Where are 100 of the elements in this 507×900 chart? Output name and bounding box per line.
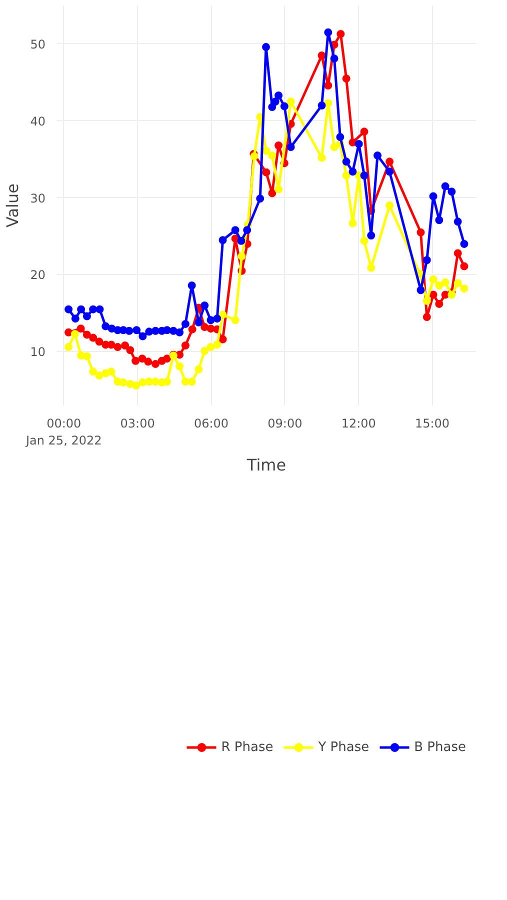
point (354, 140, 363, 148)
point (176, 328, 184, 336)
point (422, 296, 431, 305)
point (448, 290, 456, 299)
point (163, 354, 172, 363)
point (181, 378, 190, 386)
point (213, 314, 222, 323)
point (95, 372, 104, 380)
point (238, 252, 246, 260)
point (181, 320, 190, 328)
point (454, 249, 462, 258)
point (348, 219, 357, 228)
point (280, 102, 288, 110)
point (429, 290, 438, 299)
point (262, 146, 270, 155)
point (89, 305, 98, 314)
point (119, 378, 128, 386)
point (336, 133, 344, 142)
point (435, 282, 444, 290)
point (121, 342, 130, 350)
point (348, 168, 357, 176)
point (386, 202, 394, 210)
point (231, 316, 240, 324)
point (330, 54, 338, 63)
x-tick-label: 06:00 (194, 416, 229, 430)
point (274, 142, 283, 150)
point (188, 325, 196, 334)
point (188, 378, 196, 386)
point (441, 278, 450, 286)
point (145, 328, 154, 336)
point (181, 342, 190, 350)
point (200, 346, 209, 355)
point (360, 128, 368, 136)
point (70, 330, 79, 338)
point (64, 305, 73, 314)
point (89, 368, 98, 376)
point (76, 324, 85, 333)
point (429, 192, 438, 200)
point (132, 382, 140, 390)
point (218, 310, 227, 319)
point (132, 356, 140, 365)
point (138, 378, 147, 386)
point (460, 262, 468, 270)
point (460, 284, 468, 293)
point (422, 256, 431, 264)
y-axis-title: Value (3, 184, 22, 228)
point (448, 188, 456, 196)
point (138, 332, 147, 340)
point (188, 282, 196, 290)
point (460, 240, 468, 248)
point (82, 312, 91, 320)
point (151, 360, 160, 368)
point (231, 226, 240, 234)
point (367, 232, 376, 240)
point (268, 152, 276, 160)
point (268, 189, 276, 198)
point (200, 302, 209, 310)
point (330, 143, 338, 152)
point (416, 228, 425, 236)
point (194, 365, 203, 374)
point (318, 154, 326, 162)
point (163, 378, 172, 386)
point (336, 30, 345, 38)
point (422, 313, 431, 322)
point (262, 43, 270, 52)
point (360, 172, 368, 180)
point (374, 152, 382, 160)
point (151, 326, 160, 335)
point (441, 182, 450, 190)
point (126, 346, 134, 354)
point (360, 236, 368, 245)
point (114, 343, 122, 352)
point (138, 354, 146, 363)
point (250, 152, 258, 160)
point (435, 216, 444, 224)
point (218, 236, 227, 244)
point (367, 264, 376, 272)
point (416, 286, 425, 294)
point (318, 52, 326, 60)
point (429, 275, 438, 284)
x-tick-label: 12:00 (341, 416, 376, 430)
point (194, 318, 203, 326)
y-tick-label: 30 (30, 191, 46, 206)
point (64, 343, 73, 352)
point (71, 314, 80, 323)
point (107, 340, 116, 349)
point (95, 338, 104, 346)
point (342, 158, 350, 166)
point (274, 185, 283, 194)
point (206, 343, 215, 352)
point (163, 326, 172, 334)
point (324, 28, 332, 36)
legend-label: Y Phase (318, 740, 370, 754)
legend-label: R Phase (221, 740, 274, 754)
point (64, 328, 73, 336)
point (324, 82, 332, 90)
x-axis-title: Time (246, 455, 286, 474)
point (82, 352, 91, 360)
point (77, 305, 86, 314)
point (286, 98, 295, 106)
